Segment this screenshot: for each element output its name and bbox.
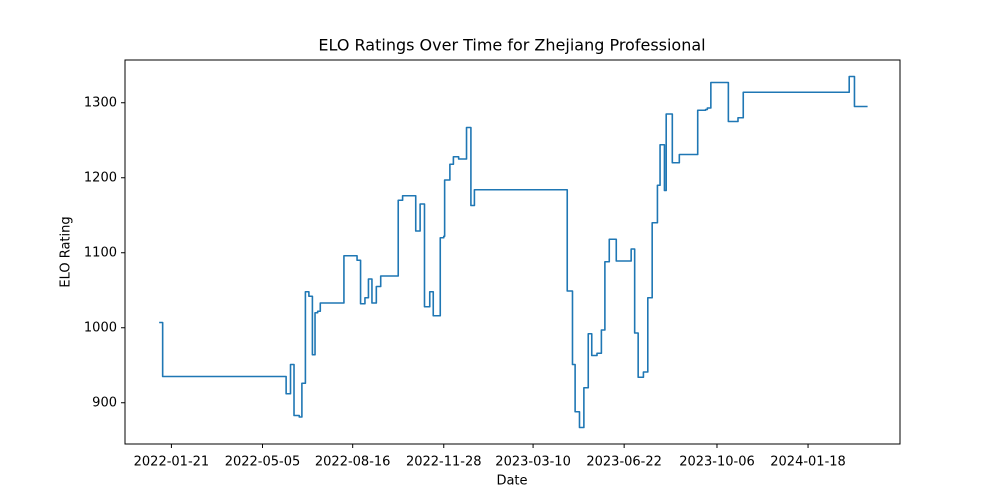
y-axis-label: ELO Rating bbox=[59, 216, 74, 287]
x-tick-label: 2023-06-22 bbox=[586, 455, 662, 470]
y-tick-label: 1200 bbox=[84, 170, 117, 185]
x-tick-label: 2022-01-21 bbox=[134, 455, 210, 470]
y-tick-label: 1000 bbox=[84, 320, 117, 335]
y-tick-label: 1300 bbox=[84, 95, 117, 110]
x-tick-label: 2022-11-28 bbox=[406, 455, 482, 470]
y-tick-label: 1100 bbox=[84, 245, 117, 260]
x-tick-label: 2022-05-05 bbox=[225, 455, 301, 470]
y-tick-label: 900 bbox=[92, 395, 117, 410]
x-axis-label: Date bbox=[496, 474, 527, 489]
x-tick-label: 2023-10-06 bbox=[679, 455, 755, 470]
x-tick-label: 2022-08-16 bbox=[315, 455, 391, 470]
x-tick-label: 2023-03-10 bbox=[495, 455, 571, 470]
plot-frame bbox=[124, 59, 901, 445]
chart-title: ELO Ratings Over Time for Zhejiang Profe… bbox=[318, 36, 705, 55]
line-series bbox=[159, 75, 868, 429]
x-tick-label: 2024-01-18 bbox=[770, 455, 846, 470]
